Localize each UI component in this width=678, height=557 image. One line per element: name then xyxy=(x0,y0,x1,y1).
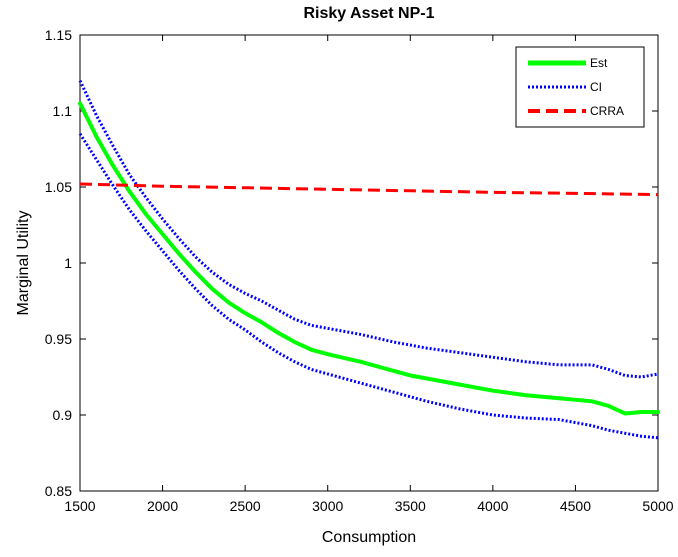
y-tick-label: 0.9 xyxy=(53,407,73,423)
series-line-ci-lower xyxy=(78,132,659,440)
legend-label-est: Est xyxy=(590,56,608,70)
chart-title: Risky Asset NP-1 xyxy=(303,5,434,22)
x-tick-label: 4000 xyxy=(477,498,508,514)
legend-label-ci: CI xyxy=(590,80,602,94)
axis-ticks xyxy=(79,34,659,492)
legend-label-crra: CRRA xyxy=(590,104,624,118)
y-tick-label: 1.05 xyxy=(45,179,72,195)
x-tick-label: 2000 xyxy=(147,498,178,514)
x-axis-label: Consumption xyxy=(322,529,416,546)
y-tick-label: 0.95 xyxy=(45,331,72,347)
y-tick-label: 0.85 xyxy=(45,483,72,499)
series-line-est xyxy=(78,101,660,416)
x-tick-label: 1500 xyxy=(64,498,95,514)
x-tick-labels: 1500 2000 2500 3000 3500 4000 4500 5000 xyxy=(64,498,673,514)
y-tick-labels: 0.85 0.9 0.95 1 1.05 1.1 1.15 xyxy=(45,27,72,499)
x-tick-label: 3000 xyxy=(312,498,343,514)
x-tick-label: 3500 xyxy=(395,498,426,514)
x-tick-label: 5000 xyxy=(642,498,673,514)
y-tick-label: 1 xyxy=(64,255,72,271)
series-line-crra xyxy=(79,182,659,197)
series-line-ci-upper xyxy=(78,79,659,379)
x-tick-label: 4500 xyxy=(560,498,591,514)
series-layer xyxy=(78,79,660,440)
legend: Est CI CRRA xyxy=(515,46,645,128)
x-tick-label: 2500 xyxy=(230,498,261,514)
y-tick-label: 1.15 xyxy=(45,27,72,43)
y-axis-label: Marginal Utility xyxy=(15,211,32,316)
y-tick-label: 1.1 xyxy=(53,103,73,119)
